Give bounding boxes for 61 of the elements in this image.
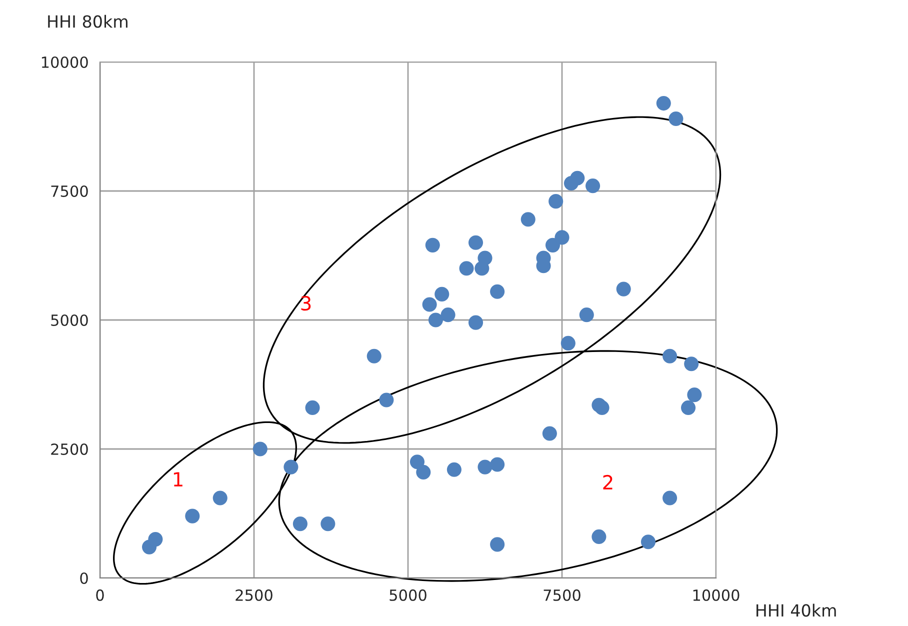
point [320,516,336,532]
point [379,392,394,408]
x-axis-title: HHI 40km [756,604,836,617]
x-tick-label: 2500 [236,589,272,601]
point [252,442,268,456]
point [490,284,505,299]
point [490,537,505,552]
y-tick-label: 0 [80,572,88,584]
point [474,261,490,276]
point [570,170,585,186]
point [185,508,200,524]
point [542,426,557,441]
point [684,356,699,372]
point [410,454,425,470]
point [545,238,560,252]
point [579,308,594,322]
point [616,282,631,296]
point [554,230,570,245]
point [656,96,671,111]
y-tick-label: 2500 [51,443,88,456]
x-tick-label: 7500 [544,589,580,601]
point [366,348,382,364]
point [446,462,462,477]
point [459,261,474,276]
annotation: 3 [301,296,311,311]
y-tick-label: 7500 [51,185,88,198]
point [468,235,484,250]
annotation: 1 [174,472,182,486]
x-tick-label: 5000 [390,589,426,601]
y-tick-label: 10000 [42,56,88,68]
point [594,400,610,416]
point [490,457,505,472]
point [520,212,536,227]
point [662,490,678,506]
point [548,194,564,209]
point [292,516,308,532]
y-tick-label: 5000 [51,314,88,326]
point [440,308,456,322]
point [680,400,696,416]
point [212,490,228,506]
point [416,464,431,480]
x-tick-label: 0 [96,589,104,601]
point [586,178,600,194]
point [422,297,437,312]
point [434,286,450,302]
x-tick-label: 10000 [693,589,740,601]
point [148,532,163,547]
point [425,238,440,252]
point [284,460,298,474]
point [592,529,606,544]
point [687,388,702,402]
point [662,348,678,364]
point [305,400,320,416]
point [478,460,492,474]
annotation: 2 [603,474,612,490]
point [640,534,656,550]
point [468,315,484,330]
point [668,111,684,126]
y-axis-title: HHI 80km [48,14,128,28]
point [428,312,444,328]
point [560,336,576,351]
